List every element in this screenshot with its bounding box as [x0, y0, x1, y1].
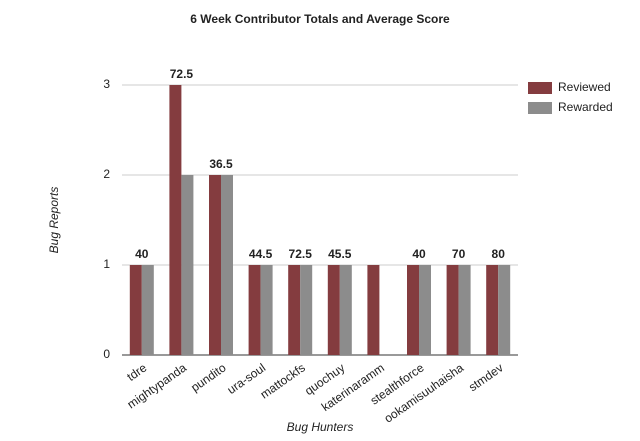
x-tick-label: stmdev: [466, 361, 506, 395]
x-tick-label: mattockfs: [258, 361, 308, 402]
chart-title: 6 Week Contributor Totals and Average Sc…: [190, 12, 450, 26]
bar: [486, 265, 499, 355]
score-label: 40: [135, 247, 149, 261]
bar: [221, 175, 233, 355]
bar: [129, 265, 142, 355]
y-tick-label: 3: [103, 77, 110, 91]
bar: [327, 265, 340, 355]
bar: [300, 265, 313, 355]
bar: [446, 265, 459, 355]
bar: [209, 175, 221, 355]
score-label: 72.5: [170, 67, 194, 81]
bar: [419, 265, 431, 355]
bar: [288, 265, 301, 355]
score-label: 70: [452, 247, 466, 261]
bar: [498, 265, 511, 355]
bar: [248, 265, 261, 355]
bar: [141, 265, 154, 355]
x-axis-title: Bug Hunters: [287, 420, 354, 434]
score-label: 44.5: [249, 247, 273, 261]
legend-label: Rewarded: [558, 100, 613, 114]
bar: [458, 265, 471, 355]
bar: [407, 265, 419, 355]
legend-label: Reviewed: [558, 80, 611, 94]
score-label: 36.5: [209, 157, 233, 171]
bar: [367, 265, 380, 355]
y-axis-title: Bug Reports: [47, 187, 61, 254]
legend-swatch: [528, 102, 552, 114]
x-tick-label: tdre: [124, 360, 149, 384]
y-tick-label: 2: [103, 167, 110, 181]
x-tick-label: pundito: [188, 360, 229, 394]
bar: [169, 85, 182, 355]
y-tick-label: 0: [103, 347, 110, 361]
bar: [181, 175, 194, 355]
legend-swatch: [528, 82, 552, 94]
y-tick-label: 1: [103, 257, 110, 271]
score-label: 45.5: [328, 247, 352, 261]
score-label: 72.5: [289, 247, 313, 261]
bar: [339, 265, 352, 355]
score-label: 80: [492, 247, 506, 261]
bar: [260, 265, 273, 355]
score-label: 40: [412, 247, 426, 261]
